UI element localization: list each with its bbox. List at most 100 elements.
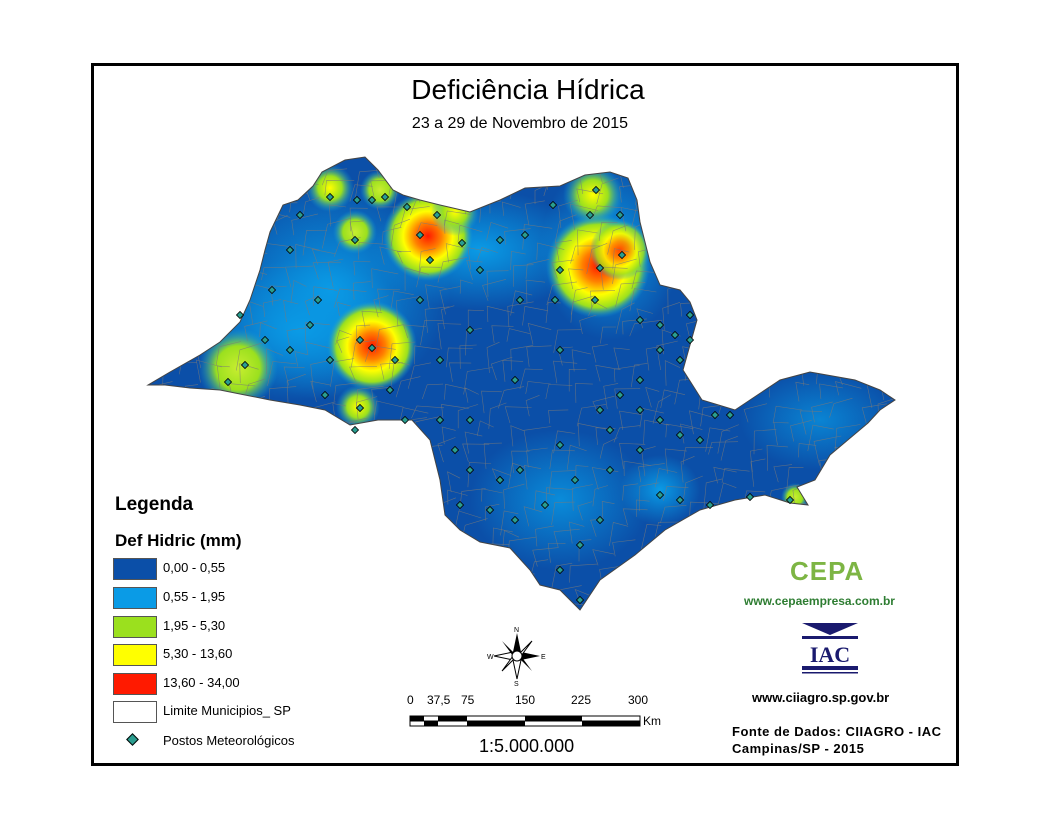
municipal-boundary-line bbox=[504, 228, 531, 245]
municipal-boundary-line bbox=[763, 545, 792, 560]
scale-bar bbox=[409, 715, 641, 727]
municipal-boundary-line bbox=[183, 420, 202, 443]
municipal-boundary-line bbox=[831, 338, 858, 355]
municipal-boundary-line bbox=[774, 612, 794, 626]
municipal-boundary-line bbox=[799, 410, 823, 435]
municipal-boundary-line bbox=[502, 360, 524, 382]
municipal-boundary-line bbox=[591, 344, 608, 363]
municipal-boundary-line bbox=[548, 470, 576, 494]
station-marker-icon bbox=[548, 200, 558, 210]
municipal-boundary-line bbox=[153, 324, 183, 341]
municipal-boundary-line bbox=[678, 608, 699, 610]
municipal-boundary-line bbox=[311, 248, 336, 265]
municipal-boundary-line bbox=[678, 567, 707, 581]
municipal-boundary-line bbox=[373, 447, 394, 462]
municipal-boundary-line bbox=[441, 600, 455, 610]
legend-subtitle: Def Hidric (mm) bbox=[115, 531, 242, 550]
municipal-boundary-line bbox=[407, 362, 431, 389]
municipal-boundary-line bbox=[795, 381, 810, 402]
station-marker-icon bbox=[635, 315, 645, 325]
municipal-boundary-line bbox=[404, 267, 430, 291]
municipal-boundary-line bbox=[721, 468, 750, 483]
municipal-boundary-line bbox=[896, 448, 924, 468]
municipal-boundary-line bbox=[329, 523, 362, 540]
municipal-boundary-line bbox=[774, 245, 791, 269]
municipal-boundary-line bbox=[534, 490, 556, 510]
municipal-boundary-line bbox=[590, 290, 616, 309]
legend-boundary: Limite Municipios_ SP bbox=[113, 701, 413, 723]
municipal-boundary-line bbox=[336, 336, 350, 353]
municipal-boundary-line bbox=[182, 290, 204, 315]
municipal-boundary-line bbox=[413, 580, 443, 595]
station-marker-icon bbox=[450, 445, 460, 455]
municipal-boundary-line bbox=[703, 582, 721, 605]
municipal-boundary-line bbox=[169, 168, 192, 195]
municipal-boundary-line bbox=[567, 444, 587, 470]
municipal-boundary-line bbox=[772, 405, 803, 424]
municipal-boundary-line bbox=[415, 176, 436, 203]
station-marker-icon bbox=[402, 202, 412, 212]
station-marker-icon bbox=[655, 345, 665, 355]
municipal-boundary-line bbox=[217, 403, 238, 427]
municipal-boundary-line bbox=[486, 270, 509, 297]
municipal-boundary-line bbox=[771, 187, 786, 202]
municipal-boundary-line bbox=[767, 271, 793, 297]
iac-url: www.ciiagro.sp.gov.br bbox=[752, 690, 890, 705]
municipal-boundary-line bbox=[486, 305, 515, 323]
station-marker-icon bbox=[635, 445, 645, 455]
station-marker-icon bbox=[655, 490, 665, 500]
municipal-boundary-line bbox=[713, 302, 739, 320]
municipal-boundary-line bbox=[831, 268, 846, 291]
municipal-boundary-line bbox=[631, 270, 661, 290]
legend-label: 0,00 - 0,55 bbox=[163, 560, 226, 575]
municipal-boundary-line bbox=[754, 288, 775, 303]
compass-s: S bbox=[514, 681, 519, 687]
municipal-boundary-line bbox=[353, 444, 379, 473]
municipal-boundary-line bbox=[901, 382, 918, 405]
legend-class-4: 5,30 - 13,60 bbox=[113, 644, 413, 666]
legend-swatch bbox=[113, 616, 157, 638]
municipal-boundary-line bbox=[676, 205, 697, 233]
municipal-boundary-line bbox=[524, 465, 542, 490]
municipal-boundary-line bbox=[441, 585, 470, 609]
municipal-boundary-line bbox=[356, 396, 378, 420]
municipal-boundary-line bbox=[215, 341, 241, 366]
municipal-boundary-line bbox=[664, 206, 695, 227]
municipal-boundary-line bbox=[600, 326, 617, 344]
municipal-boundary-line bbox=[569, 563, 598, 583]
municipal-boundary-line bbox=[906, 164, 923, 186]
municipal-boundary-line bbox=[349, 366, 378, 382]
scale-tick-label: 150 bbox=[515, 693, 536, 707]
municipal-boundary-line bbox=[310, 380, 331, 402]
legend-label: Postos Meteorológicos bbox=[163, 733, 295, 748]
municipal-boundary-line bbox=[525, 608, 544, 610]
municipal-boundary-line bbox=[312, 450, 329, 472]
municipal-boundary-line bbox=[438, 519, 452, 553]
municipal-boundary-line bbox=[877, 566, 895, 585]
municipal-boundary-line bbox=[356, 324, 371, 344]
municipal-boundary-line bbox=[601, 583, 617, 608]
municipal-boundary-line bbox=[568, 268, 584, 290]
municipal-boundary-line bbox=[792, 181, 815, 201]
municipal-boundary-line bbox=[464, 563, 485, 586]
municipal-boundary-line bbox=[723, 377, 750, 393]
municipal-boundary-line bbox=[525, 279, 546, 304]
station-marker-icon bbox=[425, 255, 435, 265]
municipal-boundary-line bbox=[522, 306, 548, 326]
municipal-boundary-line bbox=[659, 226, 683, 257]
municipal-boundary-line bbox=[860, 542, 885, 566]
municipal-boundary-line bbox=[394, 447, 413, 467]
station-marker-icon bbox=[235, 310, 245, 320]
municipal-boundary-line bbox=[702, 563, 729, 591]
municipal-boundary-line bbox=[391, 290, 414, 308]
municipal-boundary-line bbox=[371, 268, 399, 289]
municipal-boundary-line bbox=[834, 322, 855, 344]
municipal-boundary-line bbox=[596, 177, 619, 204]
municipal-boundary-line bbox=[148, 463, 172, 491]
municipal-boundary-line bbox=[645, 386, 660, 408]
municipal-boundary-line bbox=[305, 322, 330, 342]
municipal-boundary-line bbox=[158, 420, 182, 445]
municipal-boundary-line bbox=[713, 466, 737, 484]
municipal-boundary-line bbox=[664, 360, 681, 386]
station-marker-icon bbox=[432, 210, 442, 220]
